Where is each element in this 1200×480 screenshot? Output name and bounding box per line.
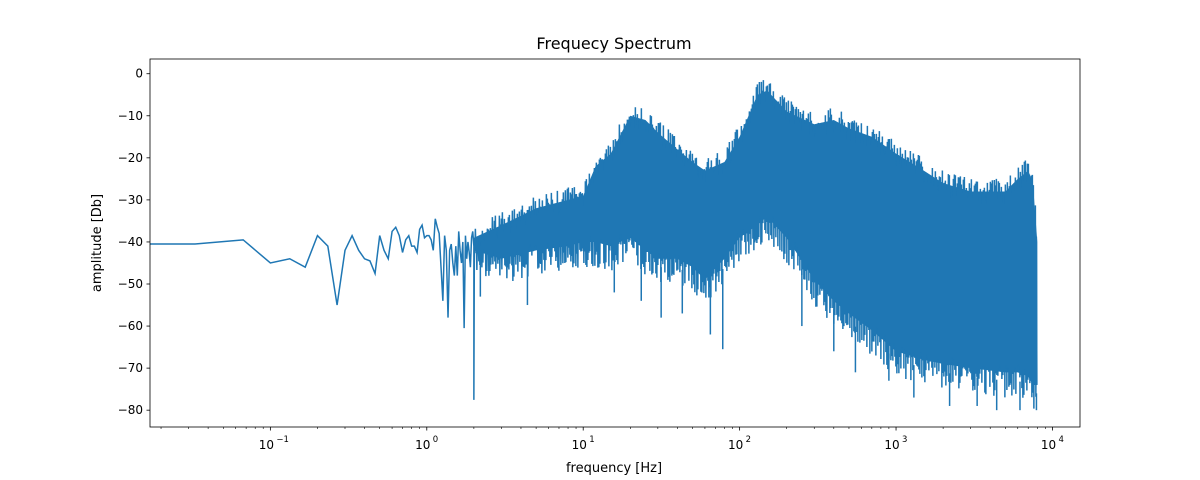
y-tick-label: −10 xyxy=(118,109,143,123)
plot-area xyxy=(149,58,1081,428)
x-axis-label: frequency [Hz] xyxy=(566,461,662,476)
y-tick-label: −80 xyxy=(118,403,143,417)
x-tick-exponent: 3 xyxy=(902,435,907,445)
y-tick-label: −40 xyxy=(118,235,143,249)
x-tick-label: 10 xyxy=(415,438,430,452)
y-tick-label: −30 xyxy=(118,193,143,207)
spectrum-line xyxy=(150,80,1038,409)
y-tick-label: −50 xyxy=(118,277,143,291)
x-tick-exponent: 0 xyxy=(433,435,438,445)
y-tick-label: −20 xyxy=(118,151,143,165)
x-tick-label: 10 xyxy=(259,438,274,452)
y-axis-ticks: 0 −10 −20 −30 −40 −50 −60 −70 −80 xyxy=(118,67,150,417)
y-tick-label: 0 xyxy=(135,67,143,81)
x-tick-exponent: 1 xyxy=(589,435,594,445)
y-axis-label: amplitude [Db] xyxy=(90,194,105,292)
x-tick-label: 10 xyxy=(728,438,743,452)
x-axis-ticks: 10 −1 10 0 10 1 10 2 10 3 10 4 xyxy=(160,427,1064,452)
y-tick-label: −60 xyxy=(118,319,143,333)
x-tick-exponent: 2 xyxy=(746,435,751,445)
x-tick-exponent: 4 xyxy=(1058,435,1063,445)
x-tick-label: 10 xyxy=(1041,438,1056,452)
x-tick-label: 10 xyxy=(884,438,899,452)
chart-title: Frequecy Spectrum xyxy=(536,34,691,53)
x-tick-label: 10 xyxy=(572,438,587,452)
plot-frame xyxy=(149,58,1081,428)
x-tick-exponent: −1 xyxy=(276,435,289,445)
y-tick-label: −70 xyxy=(118,361,143,375)
